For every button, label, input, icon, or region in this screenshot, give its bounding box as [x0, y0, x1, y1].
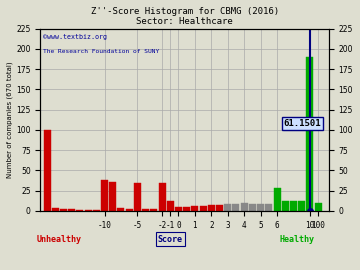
Bar — [167, 201, 174, 211]
Bar — [274, 188, 280, 211]
Bar — [257, 204, 264, 211]
Text: Unhealthy: Unhealthy — [37, 235, 82, 244]
Bar — [265, 204, 273, 211]
Bar — [158, 183, 166, 211]
Text: 61.1501: 61.1501 — [284, 119, 321, 128]
Title: Z''-Score Histogram for CBMG (2016)
Sector: Healthcare: Z''-Score Histogram for CBMG (2016) Sect… — [91, 7, 279, 26]
Bar — [93, 210, 100, 211]
Bar — [208, 205, 215, 211]
Bar — [134, 183, 141, 211]
Bar — [101, 180, 108, 211]
Bar — [315, 203, 321, 211]
Bar — [52, 208, 59, 211]
Bar — [290, 201, 297, 211]
Bar — [216, 205, 223, 211]
Bar — [76, 210, 84, 211]
Bar — [117, 208, 125, 211]
Bar — [68, 209, 75, 211]
Bar — [85, 210, 91, 211]
Bar — [109, 182, 116, 211]
Text: Score: Score — [158, 235, 183, 244]
Text: The Research Foundation of SUNY: The Research Foundation of SUNY — [43, 49, 159, 53]
Bar — [142, 209, 149, 211]
Text: ©www.textbiz.org: ©www.textbiz.org — [43, 34, 107, 40]
Bar — [44, 130, 50, 211]
Bar — [306, 57, 314, 211]
Bar — [175, 207, 182, 211]
Bar — [282, 201, 289, 211]
Bar — [200, 206, 207, 211]
Bar — [60, 209, 67, 211]
Y-axis label: Number of companies (670 total): Number of companies (670 total) — [7, 61, 13, 178]
Bar — [241, 203, 248, 211]
Bar — [249, 204, 256, 211]
Bar — [224, 204, 231, 211]
Bar — [126, 209, 133, 211]
Bar — [183, 207, 190, 211]
Bar — [192, 206, 198, 211]
Bar — [233, 204, 239, 211]
Text: Healthy: Healthy — [280, 235, 315, 244]
Bar — [298, 201, 305, 211]
Bar — [150, 209, 157, 211]
